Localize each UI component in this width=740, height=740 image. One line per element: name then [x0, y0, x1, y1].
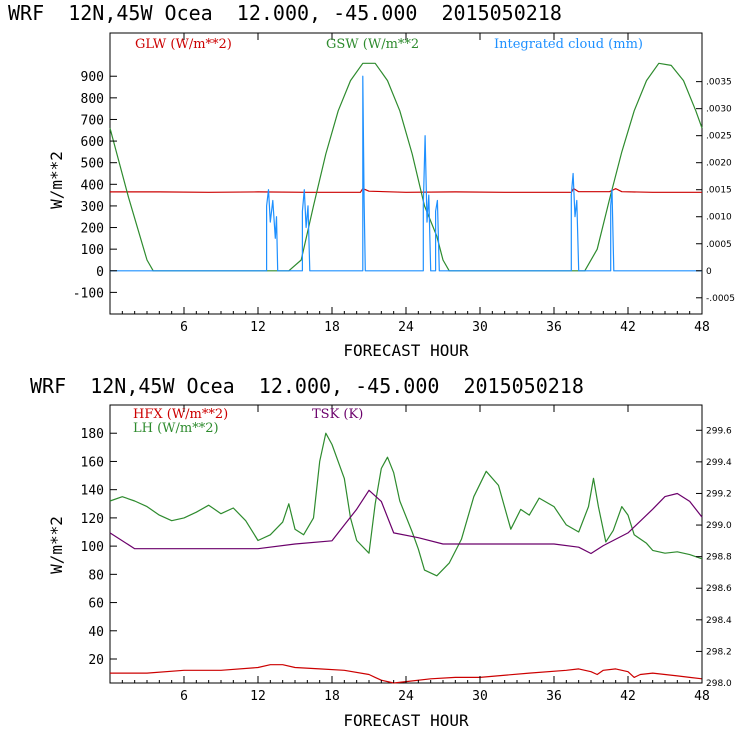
top-x-tick-label: 36 [546, 320, 562, 335]
bottom-y-tick-label: 100 [81, 540, 104, 555]
top-plot-frame [109, 32, 703, 315]
bottom-y-tick-label: 140 [81, 484, 104, 499]
top-right-tick-label: .0025 [706, 132, 732, 142]
bottom-right-tick-label: 299.2 [706, 489, 732, 499]
top-x-tick-label: 24 [398, 320, 414, 335]
bottom-plot-frame [109, 404, 703, 684]
top-y-axis-title: W/m**2 [47, 151, 66, 209]
top-y-tick-label: 600 [81, 135, 104, 150]
top-y-tick-label: -100 [73, 286, 104, 301]
top-y-tick-label: 300 [81, 200, 104, 215]
top-x-tick-label: 42 [620, 320, 636, 335]
bottom-x-tick-label: 30 [472, 689, 488, 704]
legend-hfx: HFX (W/m**2) [133, 407, 228, 422]
top-x-tick-label: 18 [324, 320, 340, 335]
top-series-gsw-line [109, 62, 703, 272]
legend-lh: LH (W/m**2) [133, 421, 219, 436]
bottom-right-tick-label: 298.2 [706, 647, 732, 657]
legend-gsw: GSW (W/m**2 [326, 37, 419, 52]
bottom-y-tick-label: 120 [81, 512, 104, 527]
top-right-tick-label: 0 [706, 267, 712, 277]
bottom-y-tick-label: 160 [81, 455, 104, 470]
bottom-x-tick-label: 18 [324, 689, 340, 704]
bottom-y-tick-label: 60 [88, 597, 104, 612]
top-x-tick-label: 48 [694, 320, 710, 335]
top-x-tick-label: 12 [250, 320, 266, 335]
top-right-tick-label: .0020 [706, 159, 732, 169]
top-y-tick-label: 0 [96, 265, 104, 280]
bottom-x-tick-label: 12 [250, 689, 266, 704]
bottom-x-tick-label: 6 [180, 689, 188, 704]
top-y-tick-label: 100 [81, 243, 104, 258]
top-y-tick-label: 400 [81, 178, 104, 193]
top-y-tick-label: 700 [81, 113, 104, 128]
bottom-series-lh-line [109, 432, 703, 577]
bottom-panel: WRF 12N,45W Ocea 12.000, -45.000 2015050… [30, 374, 732, 730]
bottom-y-axis-title: W/m**2 [47, 516, 66, 574]
bottom-right-tick-label: 299.0 [706, 521, 732, 531]
bottom-right-tick-label: 299.4 [706, 458, 732, 468]
top-right-tick-label: -.0005 [706, 294, 735, 304]
legend-glw: GLW (W/m**2) [135, 37, 232, 52]
bottom-right-tick-label: 298.8 [706, 553, 732, 563]
bottom-panel-header: WRF 12N,45W Ocea 12.000, -45.000 2015050… [30, 374, 584, 398]
bottom-x-tick-label: 48 [694, 689, 710, 704]
top-right-tick-label: .0005 [706, 240, 732, 250]
top-right-tick-label: .0030 [706, 105, 732, 115]
bottom-x-tick-label: 24 [398, 689, 414, 704]
top-right-tick-label: .0035 [706, 78, 732, 88]
top-y-tick-label: 200 [81, 222, 104, 237]
legend-tsk: TSK (K) [312, 407, 363, 422]
top-right-tick-label: .0015 [706, 186, 732, 196]
top-right-tick-label: .0010 [706, 213, 732, 223]
legend-integrated-cloud: Integrated cloud (mm) [494, 37, 643, 52]
top-y-tick-label: 900 [81, 70, 104, 85]
top-y-tick-label: 500 [81, 157, 104, 172]
top-x-axis-title: FORECAST HOUR [343, 341, 469, 360]
top-y-tick-label: 800 [81, 92, 104, 107]
bottom-x-axis-title: FORECAST HOUR [343, 711, 469, 730]
bottom-series-tsk-line [109, 489, 703, 555]
bottom-y-tick-label: 20 [88, 653, 104, 668]
top-x-tick-label: 6 [180, 320, 188, 335]
bottom-right-tick-label: 298.6 [706, 584, 732, 594]
top-series-integrated-line [110, 75, 702, 272]
bottom-right-tick-label: 298.0 [706, 679, 732, 689]
bottom-right-tick-label: 299.6 [706, 426, 732, 436]
bottom-y-tick-label: 80 [88, 568, 104, 583]
bottom-right-tick-label: 298.4 [706, 616, 732, 626]
top-series-glw-line [110, 188, 702, 193]
bottom-x-tick-label: 42 [620, 689, 636, 704]
top-x-tick-label: 30 [472, 320, 488, 335]
bottom-series-hfx-line [110, 664, 703, 684]
bottom-y-tick-label: 40 [88, 625, 104, 640]
bottom-x-tick-label: 36 [546, 689, 562, 704]
bottom-y-tick-label: 180 [81, 427, 104, 442]
top-panel-header: WRF 12N,45W Ocea 12.000, -45.000 2015050… [8, 1, 562, 25]
top-panel: WRF 12N,45W Ocea 12.000, -45.000 2015050… [8, 1, 735, 360]
